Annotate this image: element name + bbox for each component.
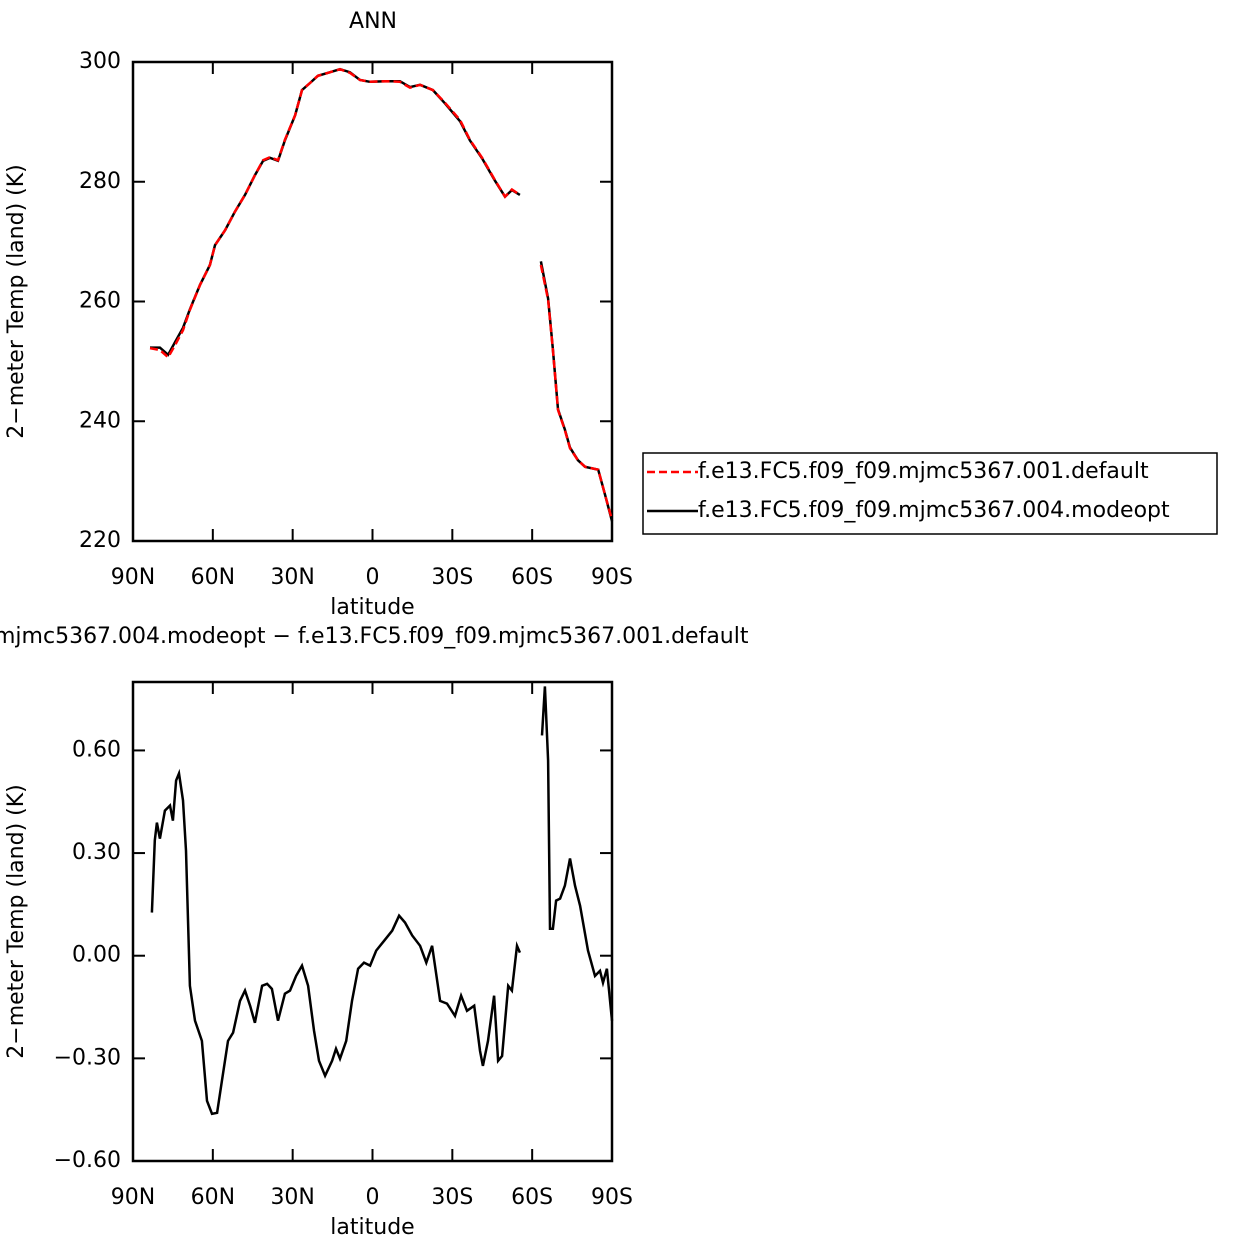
x-tick-label: 0 [366,565,380,590]
plot-frame [131,680,614,1163]
chart-title: mjmc5367.004.modeopt − f.e13.FC5.f09_f09… [0,624,749,649]
legend-label: f.e13.FC5.f09_f09.mjmc5367.004.modeopt [698,498,1170,523]
y-tick-label: 280 [79,169,121,194]
x-tick-label: 90N [111,1185,155,1210]
x-tick-label: 90S [591,1185,633,1210]
y-tick-label: 0.60 [72,737,121,762]
y-tick-label: −0.60 [54,1148,121,1173]
x-tick-label: 30S [431,565,473,590]
y-tick-label: 300 [79,49,121,74]
data-line [149,67,614,521]
x-tick-label: 90N [111,565,155,590]
data-line [150,67,614,522]
x-tick-label: 30S [431,1185,473,1210]
legend-box [642,452,1218,535]
x-tick-label: 0 [366,1185,380,1210]
y-tick-label: 260 [79,289,121,314]
x-tick-label: 60S [511,565,553,590]
x-tick-label: 60N [191,1185,235,1210]
x-axis-label: latitude [330,1215,414,1240]
y-axis-label: 2−meter Temp (land) (K) [4,164,29,438]
y-tick-label: 240 [79,408,121,433]
y-tick-label: −0.30 [54,1045,121,1070]
x-axis-label: latitude [330,595,414,620]
plot-frame [131,60,614,543]
data-line [150,686,614,1116]
x-tick-label: 30N [270,565,314,590]
legend-label: f.e13.FC5.f09_f09.mjmc5367.001.default [698,459,1149,484]
y-tick-label: 0.30 [72,840,121,865]
y-tick-label: 0.00 [72,943,121,968]
y-axis-label: 2−meter Temp (land) (K) [4,784,29,1058]
x-tick-label: 90S [591,565,633,590]
x-tick-label: 30N [270,1185,314,1210]
y-tick-label: 220 [79,528,121,553]
chart-title: ANN [349,9,397,34]
x-tick-label: 60N [191,565,235,590]
x-tick-label: 60S [511,1185,553,1210]
